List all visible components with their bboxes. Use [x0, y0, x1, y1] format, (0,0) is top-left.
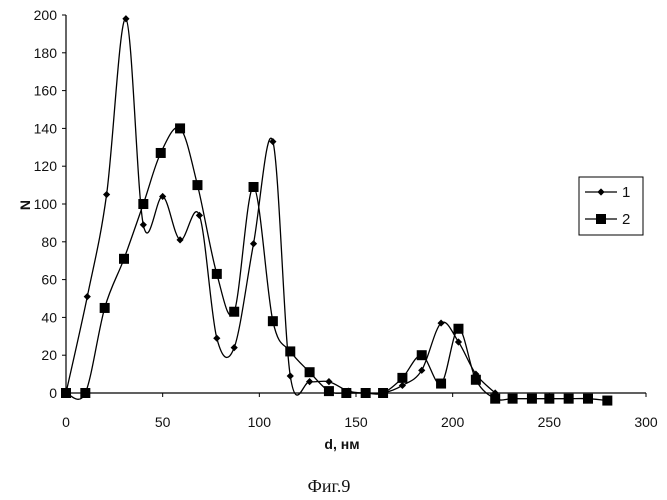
x-tick-label: 250: [538, 414, 562, 430]
legend-marker-2: [596, 214, 606, 224]
x-tick-label: 100: [248, 414, 272, 430]
data-point-2: [490, 394, 500, 404]
y-tick-label: 160: [34, 83, 58, 99]
data-point-1: [213, 335, 220, 342]
data-point-1: [287, 372, 294, 379]
y-tick-label: 100: [34, 196, 58, 212]
data-point-2: [229, 307, 239, 317]
y-tick-label: 20: [41, 347, 57, 363]
y-tick-label: 120: [34, 158, 58, 174]
data-point-2: [527, 394, 537, 404]
data-point-1: [196, 212, 203, 219]
data-point-2: [249, 182, 259, 192]
series-line-1: [66, 19, 495, 395]
y-tick-label: 40: [41, 309, 57, 325]
data-point-1: [140, 221, 147, 228]
legend-box: [579, 177, 643, 235]
data-point-2: [285, 346, 295, 356]
data-point-1: [325, 378, 332, 385]
y-tick-label: 180: [34, 45, 58, 61]
figure-caption: Фиг.9: [308, 476, 351, 496]
legend-label-1: 1: [622, 184, 630, 201]
data-point-1: [455, 338, 462, 345]
data-point-2: [583, 394, 593, 404]
series-layer: [61, 15, 612, 405]
y-axis-title: N: [17, 200, 33, 210]
data-point-2: [156, 148, 166, 158]
axes: [62, 15, 646, 397]
data-point-2: [508, 394, 518, 404]
x-tick-label: 0: [62, 414, 70, 430]
data-point-2: [268, 316, 278, 326]
data-point-2: [324, 386, 334, 396]
data-point-1: [306, 378, 313, 385]
y-tick-label: 80: [41, 234, 57, 250]
data-point-2: [61, 388, 71, 398]
data-point-2: [175, 123, 185, 133]
y-tick-label: 60: [41, 272, 57, 288]
data-point-2: [305, 367, 315, 377]
data-point-2: [436, 379, 446, 389]
series-2: [61, 123, 612, 405]
series-1: [62, 15, 498, 396]
legend: 12: [579, 177, 643, 235]
data-point-2: [192, 180, 202, 190]
legend-label-2: 2: [622, 211, 630, 228]
tick-labels: 0 20 40 60 80 100 120 140 160 180 200 0 50 100 150 200 2…: [34, 7, 658, 430]
data-point-1: [84, 293, 91, 300]
x-tick-label: 300: [634, 414, 658, 430]
x-tick-label: 50: [155, 414, 171, 430]
series-line-2: [66, 127, 607, 400]
data-point-2: [453, 324, 463, 334]
data-point-2: [602, 396, 612, 406]
data-point-2: [119, 254, 129, 264]
x-axis-title: d, нм: [324, 436, 359, 452]
data-point-2: [397, 373, 407, 383]
data-point-2: [378, 388, 388, 398]
data-point-2: [471, 375, 481, 385]
data-point-2: [544, 394, 554, 404]
data-point-1: [399, 382, 406, 389]
data-point-2: [341, 388, 351, 398]
x-tick-label: 200: [441, 414, 465, 430]
data-point-2: [100, 303, 110, 313]
x-tick-label: 150: [344, 414, 368, 430]
data-point-2: [564, 394, 574, 404]
data-point-2: [80, 388, 90, 398]
data-point-2: [212, 269, 222, 279]
y-tick-label: 200: [34, 7, 58, 23]
data-point-2: [138, 199, 148, 209]
y-tick-label: 140: [34, 120, 58, 136]
data-point-2: [361, 388, 371, 398]
y-tick-label: 0: [49, 385, 57, 401]
data-point-1: [250, 240, 257, 247]
data-point-1: [231, 344, 238, 351]
data-point-1: [103, 191, 110, 198]
data-point-2: [417, 350, 427, 360]
